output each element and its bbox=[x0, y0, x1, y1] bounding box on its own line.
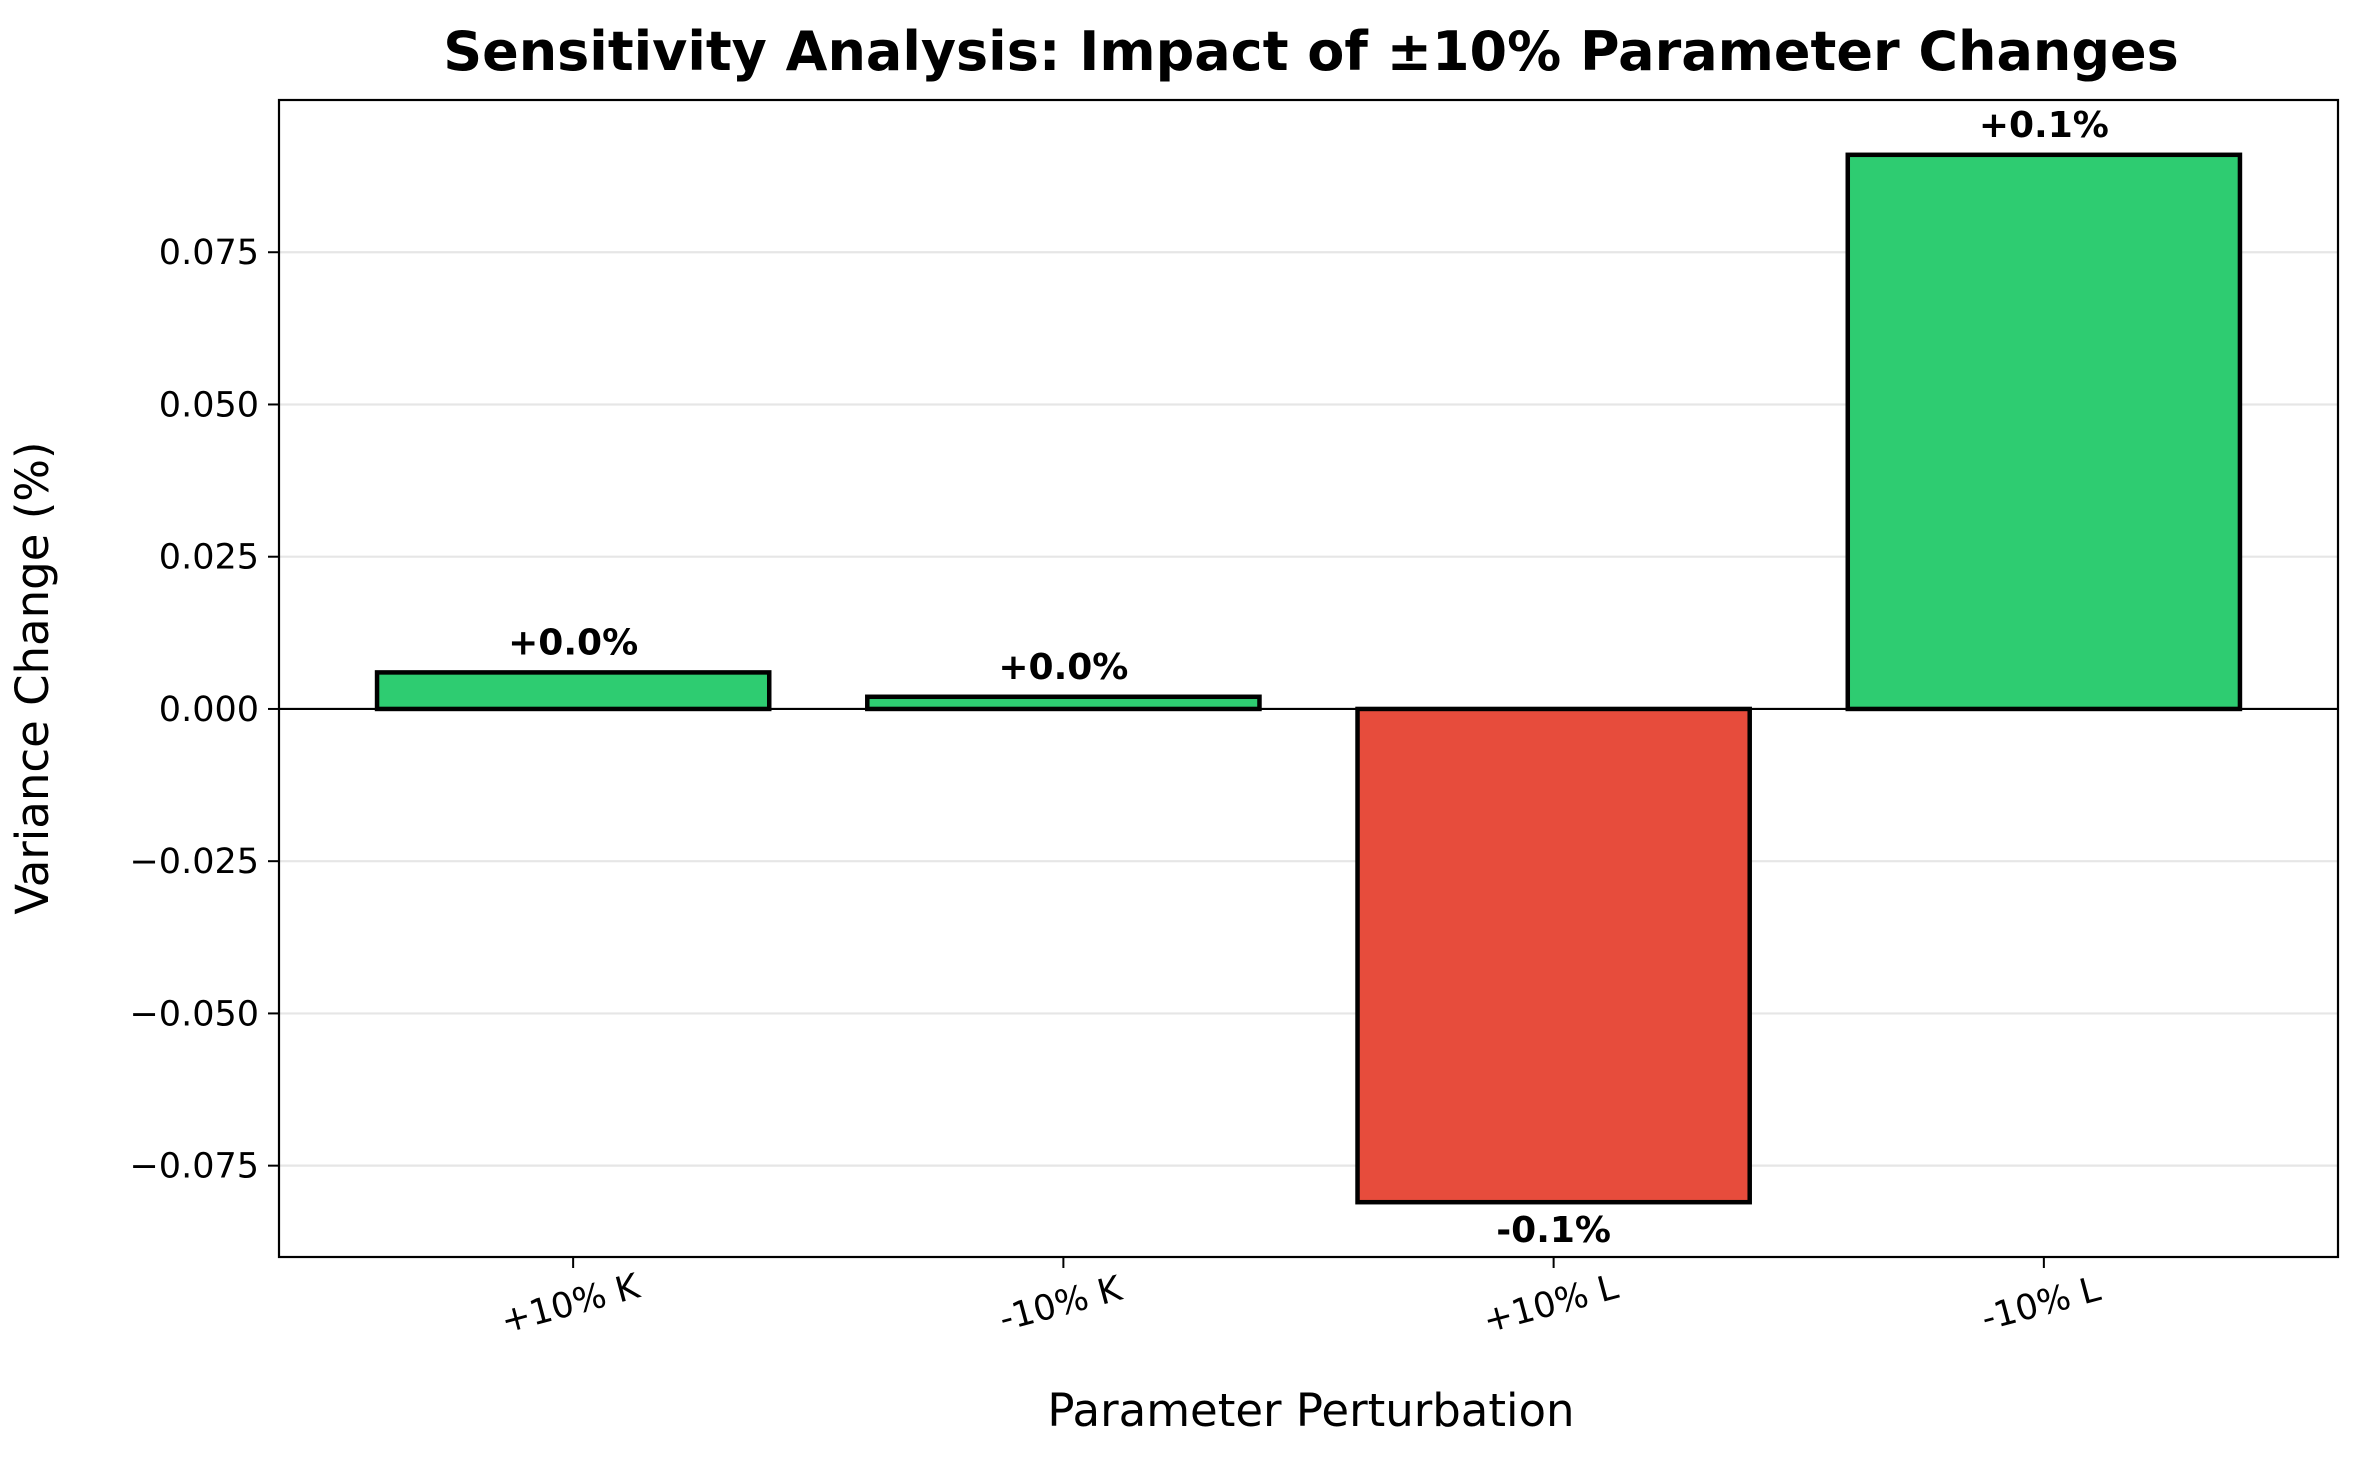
y-tick-label: 0.000 bbox=[159, 690, 259, 730]
bar bbox=[374, 670, 772, 712]
x-axis-label: Parameter Perturbation bbox=[1047, 1384, 1574, 1437]
y-tick-label: 0.075 bbox=[159, 233, 259, 273]
bars bbox=[374, 152, 2243, 1205]
y-tick-label: −0.075 bbox=[129, 1147, 259, 1187]
y-axis-label: Variance Change (%) bbox=[6, 441, 59, 914]
bar-value-label: +0.0% bbox=[998, 647, 1128, 688]
bar-value-label: +0.1% bbox=[1979, 105, 2109, 146]
y-tick-label: −0.025 bbox=[129, 842, 259, 882]
bar-value-label: -0.1% bbox=[1496, 1210, 1611, 1251]
data-labels: +0.0% +0.0% -0.1% +0.1% bbox=[508, 105, 2109, 1251]
bar bbox=[865, 694, 1262, 712]
y-tick-label: −0.050 bbox=[129, 994, 259, 1034]
x-tick-label: +10% K bbox=[497, 1267, 645, 1342]
y-axis-ticks: −0.075 −0.050 −0.025 0.000 0.025 0.050 0.075 bbox=[129, 233, 279, 1187]
plot-frame bbox=[277, 98, 2340, 1259]
bar bbox=[1845, 152, 2243, 712]
x-tick-label: +10% L bbox=[1479, 1267, 1623, 1341]
bar bbox=[1355, 706, 1752, 1205]
bar-value-label: +0.0% bbox=[508, 622, 638, 663]
x-tick-label: -10% K bbox=[995, 1269, 1127, 1340]
y-tick-label: 0.050 bbox=[159, 385, 259, 425]
x-axis-ticks: +10% K -10% K +10% L -10% L bbox=[497, 1257, 2105, 1342]
x-tick-label: -10% L bbox=[1977, 1269, 2105, 1339]
y-tick-label: 0.025 bbox=[159, 538, 259, 578]
chart-title: Sensitivity Analysis: Impact of ±10% Par… bbox=[443, 20, 2179, 83]
